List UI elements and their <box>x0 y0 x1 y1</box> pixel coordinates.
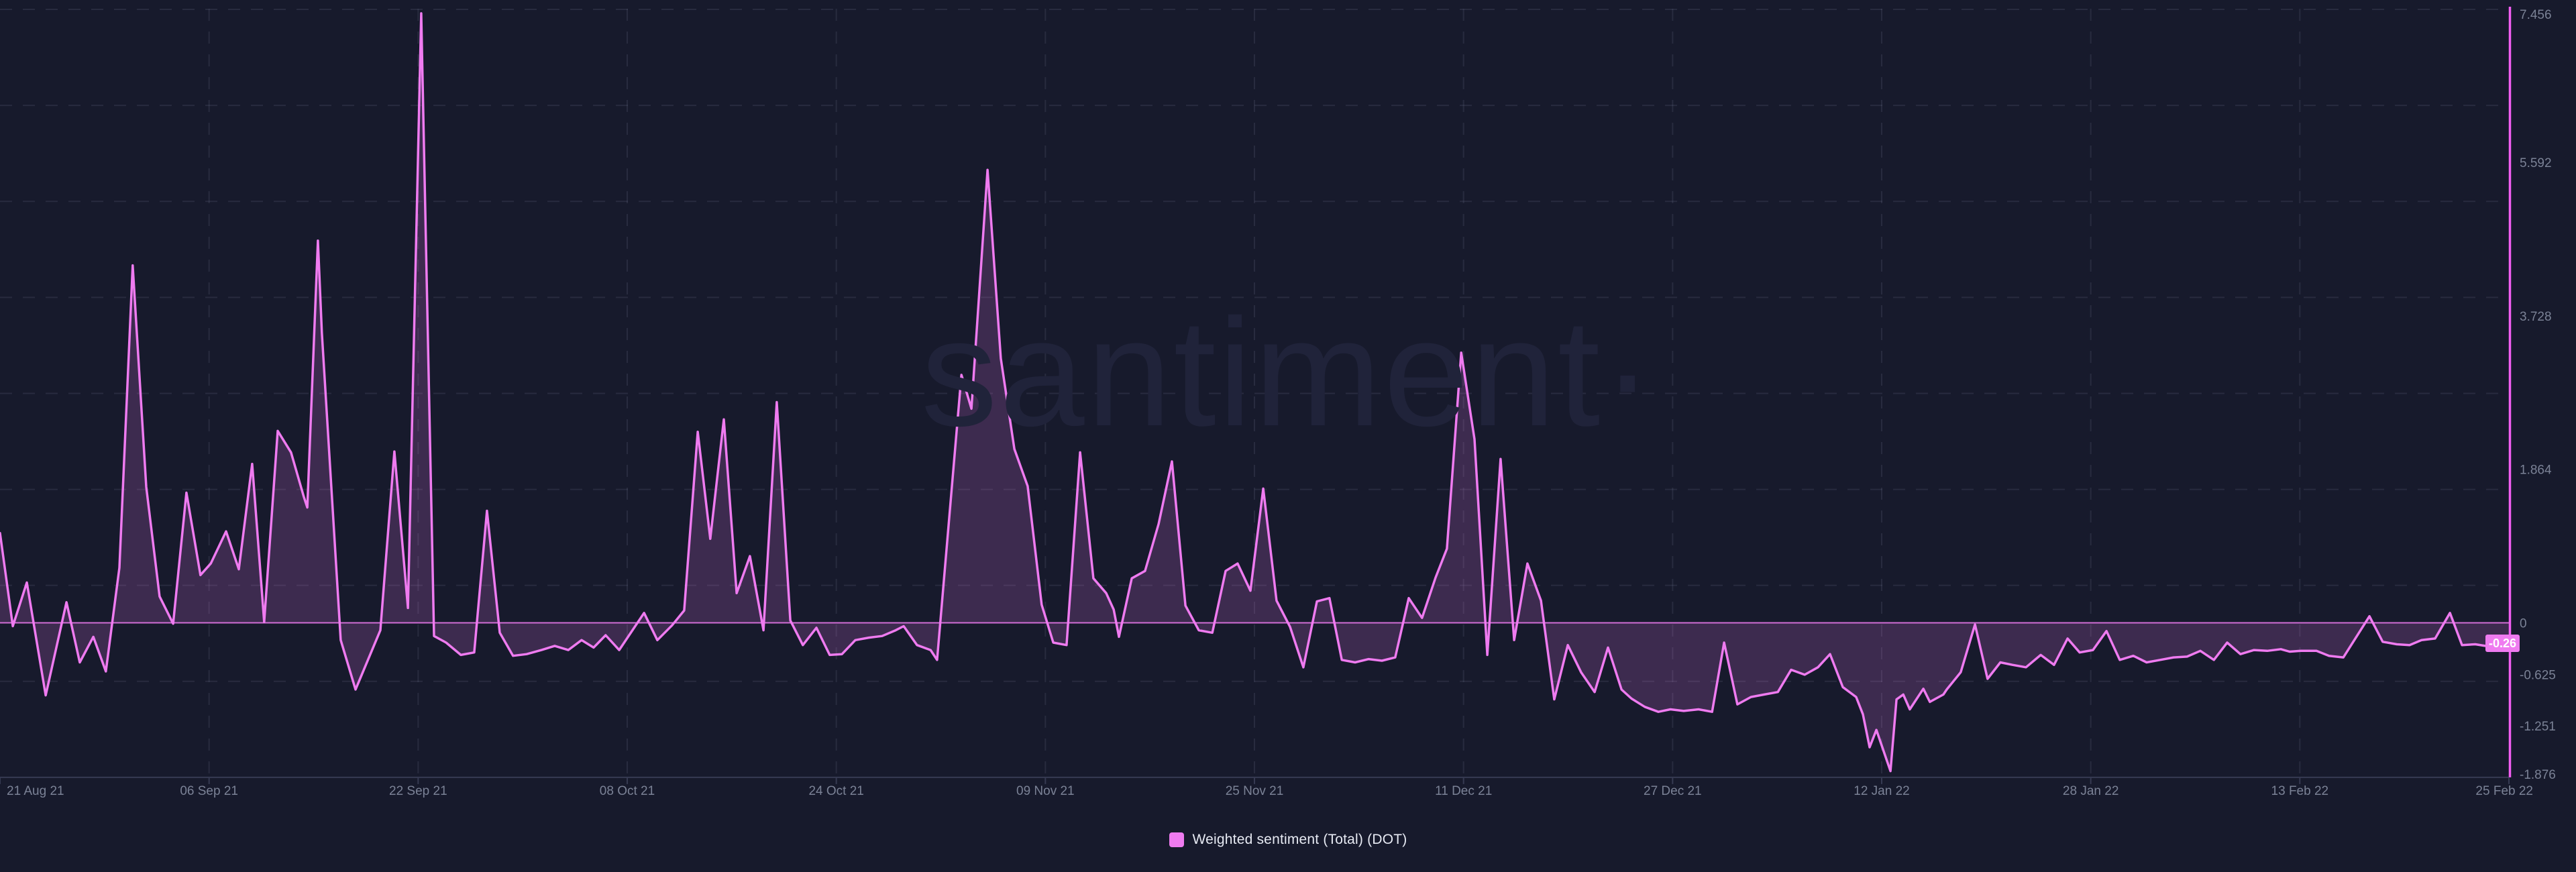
chart-legend: Weighted sentiment (Total) (DOT) <box>0 832 2576 848</box>
y-axis-label: -1.876 <box>2520 768 2556 782</box>
sentiment-area <box>0 13 2509 771</box>
y-axis-label: 5.592 <box>2520 156 2552 170</box>
legend-swatch-icon[interactable] <box>1169 832 1184 847</box>
x-axis-label: 11 Dec 21 <box>1435 784 1492 798</box>
x-axis-label: 06 Sep 21 <box>180 784 238 798</box>
x-axis-label: 27 Dec 21 <box>1644 784 1702 798</box>
y-axis-label: -0.625 <box>2520 668 2556 682</box>
x-axis-label: 08 Oct 21 <box>600 784 655 798</box>
y-axis-label: 7.456 <box>2520 8 2552 22</box>
last-value-badge: -0.26 <box>2485 635 2520 652</box>
x-axis-label: 13 Feb 22 <box>2271 784 2329 798</box>
x-axis-label: 25 Nov 21 <box>1226 784 1284 798</box>
x-axis-label: 25 Feb 22 <box>2475 784 2533 798</box>
y-axis-label: -1.251 <box>2520 720 2556 734</box>
x-axis-label: 12 Jan 22 <box>1854 784 1909 798</box>
santiment-watermark: santiment· <box>920 288 1656 458</box>
x-axis-label: 28 Jan 22 <box>2063 784 2118 798</box>
x-axis-label: 09 Nov 21 <box>1016 784 1075 798</box>
sentiment-line <box>0 12 2510 773</box>
x-axis-label: 22 Sep 21 <box>389 784 447 798</box>
legend-label[interactable]: Weighted sentiment (Total) (DOT) <box>1192 832 1407 847</box>
x-axis-label: 21 Aug 21 <box>7 784 64 798</box>
y-axis-label: 3.728 <box>2520 310 2552 324</box>
x-axis-label: 24 Oct 21 <box>808 784 863 798</box>
y-axis-label: 0 <box>2520 617 2527 631</box>
y-axis-label: 1.864 <box>2520 464 2552 478</box>
